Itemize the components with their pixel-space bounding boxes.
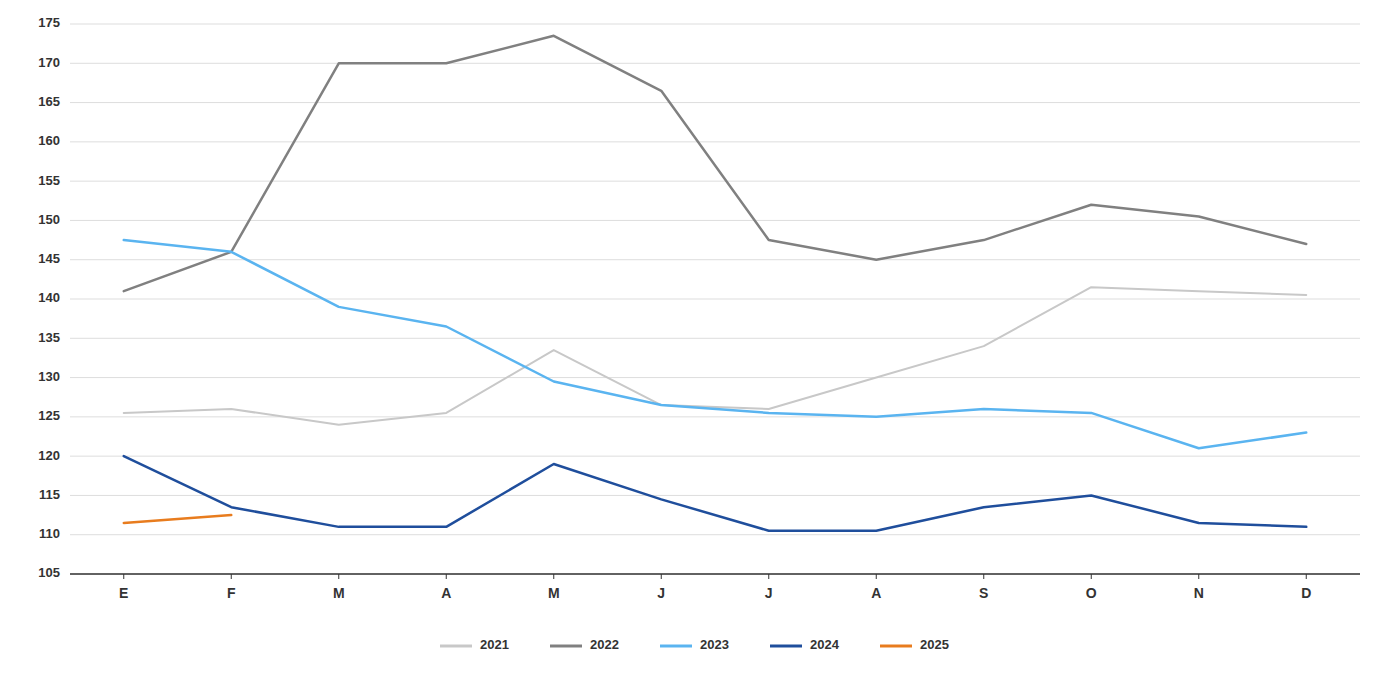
x-tick [553,574,554,579]
x-tick [1091,574,1092,579]
legend-label: 2023 [700,637,729,652]
y-tick-label: 145 [38,251,60,266]
legend-swatch [880,645,912,648]
y-tick-label: 155 [38,173,60,188]
chart-container: 105 110 115 120 125 130 135 140 145 150 155 160 165 1… [0,0,1400,684]
axes: 105 110 115 120 125 130 135 140 145 150 155 160 165 1… [38,15,1360,601]
grid-line [70,495,1360,496]
y-tick-label: 140 [38,290,60,305]
y-tick-label: 165 [38,94,60,109]
x-tick-label: E [119,585,128,601]
grid-line [70,259,1360,260]
grid-line [70,299,1360,300]
legend-swatch [770,645,802,648]
x-tick [768,574,769,579]
x-tick [446,574,447,579]
series-line [124,36,1307,291]
series-line [124,287,1307,425]
x-tick-label: N [1194,585,1204,601]
grid-line [70,24,1360,25]
series-line [124,515,232,523]
x-tick-label: J [765,585,773,601]
x-tick-label: F [227,585,236,601]
x-tick-label: O [1086,585,1097,601]
chart-svg: 105 110 115 120 125 130 135 140 145 150 155 160 165 1… [0,0,1400,684]
x-tick [983,574,984,579]
x-tick-label: S [979,585,988,601]
grid-line [70,141,1360,142]
legend-swatch [440,645,472,648]
grid-line [70,377,1360,378]
grid-line [70,574,1360,575]
legend-label: 2022 [590,637,619,652]
x-tick-label: A [441,585,451,601]
series-line [124,240,1307,448]
y-tick-label: 115 [39,487,60,502]
x-tick [338,574,339,579]
grid-line [70,102,1360,103]
x-axis-line [70,573,1360,575]
x-tick [1306,574,1307,579]
y-tick-label: 160 [38,133,60,148]
legend-label: 2025 [920,637,949,652]
y-tick-label: 125 [38,408,60,423]
grid-line [70,534,1360,535]
x-tick-label: M [333,585,345,601]
grid-line [70,416,1360,417]
y-tick-label: 130 [38,369,60,384]
x-tick [1198,574,1199,579]
y-tick-label: 175 [38,15,60,30]
series-line [124,456,1307,531]
legend-swatch [660,645,692,648]
y-tick-label: 120 [38,448,60,463]
y-tick-label: 170 [38,55,60,70]
x-tick [876,574,877,579]
grid [70,24,1360,574]
x-tick-label: M [548,585,560,601]
x-tick [231,574,232,579]
legend-swatch [550,645,582,648]
x-tick [661,574,662,579]
lines [124,36,1307,531]
x-tick-label: A [871,585,881,601]
legend-label: 2021 [480,637,509,652]
grid-line [70,456,1360,457]
legend: 2021 2022 2023 2024 2025 [440,637,949,652]
y-tick-label: 110 [39,526,60,541]
grid-line [70,338,1360,339]
y-tick-label: 150 [38,212,60,227]
grid-line [70,220,1360,221]
y-tick-label: 105 [38,565,60,580]
x-tick [123,574,124,579]
grid-line [70,181,1360,182]
y-tick-label: 135 [38,330,60,345]
x-tick-label: D [1301,585,1311,601]
legend-label: 2024 [810,637,840,652]
grid-line [70,63,1360,64]
x-tick-label: J [657,585,665,601]
